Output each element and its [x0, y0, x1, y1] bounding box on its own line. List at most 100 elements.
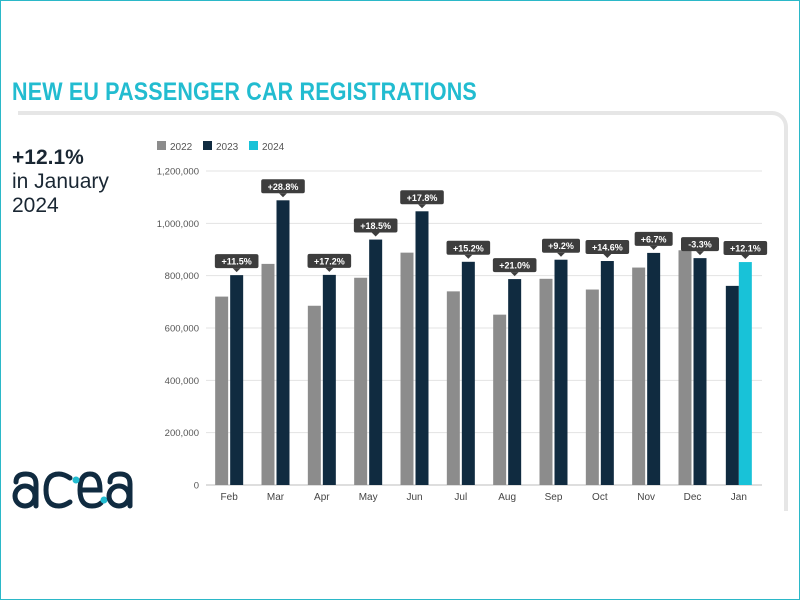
bar-mar-2022 — [261, 263, 275, 485]
bar-sep-2022 — [539, 278, 553, 485]
bar-jul-2022 — [446, 291, 460, 485]
bar-sep-2023 — [554, 259, 568, 485]
bar-nov-2023 — [647, 252, 661, 485]
change-label-pointer — [696, 251, 704, 256]
change-label-dec: -3.3% — [688, 240, 712, 250]
change-label-pointer — [741, 255, 750, 260]
change-label-sep: +9.2% — [548, 241, 574, 251]
chart-grid — [206, 170, 762, 486]
change-label-box — [446, 240, 491, 255]
change-label-pointer — [649, 245, 658, 250]
change-label-jun: +17.8% — [407, 193, 438, 203]
bar-jan-2024 — [738, 262, 752, 485]
change-label-pointer — [510, 272, 519, 277]
bar-oct-2023 — [600, 261, 614, 485]
change-label-nov: +6.7% — [641, 234, 667, 244]
headline-summary: +12.1% in January 2024 — [12, 146, 142, 218]
change-label-may: +18.5% — [360, 221, 391, 231]
bar-jul-2023 — [461, 261, 475, 485]
change-label-pointer — [279, 193, 287, 198]
bar-dec-2022 — [678, 250, 692, 485]
bar-apr-2022 — [307, 305, 321, 485]
x-tick-label-dec: Dec — [684, 492, 702, 503]
legend-label-2022: 2022 — [170, 142, 193, 153]
x-tick-label-jan: Jan — [731, 492, 747, 503]
change-label-box — [542, 238, 580, 253]
bar-feb-2022 — [215, 296, 229, 485]
x-tick-label-mar: Mar — [267, 492, 285, 503]
change-label-box — [400, 190, 444, 205]
bar-may-2022 — [354, 277, 368, 485]
change-label-box — [634, 231, 673, 246]
legend-swatch-2024 — [249, 141, 258, 150]
change-label-mar: +28.8% — [268, 182, 299, 192]
change-label-pointer — [232, 268, 241, 273]
change-label-oct: +14.6% — [592, 243, 623, 253]
change-label-apr: +17.2% — [314, 256, 345, 266]
chart-panel-border — [18, 111, 788, 511]
bar-aug-2022 — [493, 314, 507, 485]
x-tick-label-jul: Jul — [454, 492, 467, 503]
y-axis-ticks: 0 200,000 400,000 600,000 800,000 1,000,000 1,… — [157, 167, 199, 492]
bar-oct-2022 — [585, 289, 599, 485]
change-label-feb: +11.5% — [222, 257, 252, 267]
change-labels: +11.5% +28.8% +17.2% +18.5% +17.8% +15.2% +21.… — [214, 179, 768, 277]
x-tick-label-aug: Aug — [498, 492, 516, 503]
change-label-box — [214, 254, 259, 269]
y-tick-label: 1,000,000 — [157, 219, 199, 230]
change-label-box — [261, 179, 305, 194]
bar-jun-2023 — [415, 211, 429, 485]
change-label-box — [492, 258, 537, 273]
x-tick-label-oct: Oct — [592, 492, 608, 503]
bar-jun-2022 — [400, 252, 414, 485]
legend-swatch-2023 — [203, 141, 212, 150]
x-tick-label-may: May — [359, 492, 378, 503]
change-label-jan: +12.1% — [730, 244, 761, 254]
x-tick-label-nov: Nov — [637, 492, 655, 503]
acea-logo — [12, 471, 133, 509]
bar-jan-2023 — [725, 285, 739, 485]
x-tick-label-apr: Apr — [314, 492, 330, 503]
change-label-jul: +15.2% — [453, 243, 484, 253]
change-label-pointer — [325, 267, 334, 272]
bar-may-2023 — [369, 239, 383, 485]
legend-swatch-2022 — [157, 141, 166, 150]
legend-label-2023: 2023 — [216, 142, 239, 153]
bar-aug-2023 — [508, 279, 522, 485]
change-label-pointer — [464, 254, 473, 259]
x-tick-label-feb: Feb — [221, 492, 239, 503]
change-label-box — [307, 253, 352, 268]
bar-apr-2023 — [322, 274, 336, 485]
bar-feb-2023 — [230, 275, 244, 485]
x-axis-ticks: Feb Mar Apr May Jun Jul Aug Sep Oct Nov Dec Jan — [221, 492, 747, 503]
y-tick-label: 400,000 — [165, 376, 199, 387]
y-tick-label: 1,200,000 — [157, 167, 199, 178]
change-label-box — [681, 237, 719, 252]
change-label-aug: +21.0% — [499, 261, 530, 271]
change-label-box — [723, 241, 768, 256]
y-tick-label: 0 — [194, 481, 199, 492]
legend-label-2024: 2024 — [262, 142, 285, 153]
headline-line1: in January — [12, 170, 109, 193]
headline-value: +12.1% — [12, 146, 84, 169]
headline-line2: 2024 — [12, 194, 59, 217]
change-label-pointer — [371, 232, 380, 237]
x-tick-label-sep: Sep — [545, 492, 563, 503]
y-tick-label: 600,000 — [165, 324, 199, 335]
y-tick-label: 200,000 — [165, 428, 199, 439]
change-label-pointer — [603, 254, 612, 259]
change-label-box — [353, 218, 398, 233]
bar-mar-2023 — [276, 200, 290, 485]
change-label-pointer — [418, 204, 426, 209]
x-tick-label-jun: Jun — [406, 492, 422, 503]
bar-nov-2022 — [632, 267, 646, 485]
page-title: NEW EU PASSENGER CAR REGISTRATIONS — [12, 78, 477, 106]
chart-bars — [215, 200, 752, 485]
chart-legend: 2022 2023 2024 — [157, 141, 285, 153]
change-label-box — [585, 240, 630, 255]
bar-dec-2023 — [693, 258, 707, 485]
change-label-pointer — [557, 252, 565, 257]
y-tick-label: 800,000 — [165, 271, 199, 282]
